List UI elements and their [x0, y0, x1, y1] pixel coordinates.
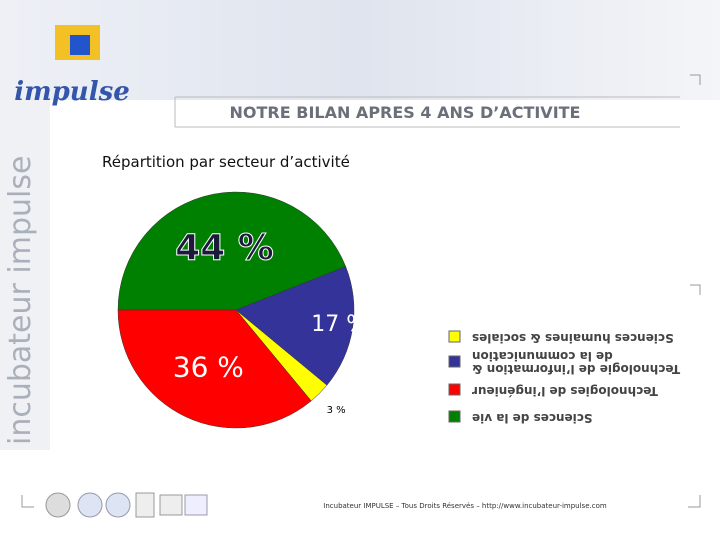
data-label: 36 %: [173, 351, 244, 384]
side-band: [0, 100, 50, 450]
partner-logo: [184, 494, 208, 516]
legend-label: Sciences humaines & sociales: [472, 330, 674, 345]
legend-swatch: [448, 330, 461, 343]
legend-label: Sciences de la vie: [472, 410, 593, 425]
slide-title: NOTRE BILAN APRES 4 ANS D’ACTIVITE: [230, 103, 581, 122]
data-label: 3 %: [327, 405, 346, 416]
chart-title: Répartition par secteur d’activité: [102, 153, 350, 171]
header-band: [0, 0, 720, 100]
pie-slice: [117, 191, 347, 311]
corner-mark: [21, 495, 34, 508]
data-label: 44 %: [175, 228, 274, 269]
partner-logo: [135, 492, 155, 518]
logo-shape: [70, 35, 90, 55]
legend-label: Technologie de l’information & de la com…: [472, 349, 681, 376]
pie-slice: [117, 309, 312, 429]
legend-swatch: [448, 355, 461, 368]
legend-label: Technologies de l’ingénieur: [472, 383, 658, 398]
corner-mark: [690, 74, 701, 85]
legend-swatch: [448, 383, 461, 396]
footer: Incubateur IMPULSE – Tous Droits Réservé…: [323, 502, 607, 510]
corner-mark: [690, 284, 701, 295]
partner-logo: [105, 492, 131, 518]
legend-swatch: [448, 410, 461, 423]
corner-mark: [688, 495, 701, 508]
logo-text: impulse: [14, 77, 130, 107]
pie-slice: [235, 266, 355, 386]
partner-logo: [77, 492, 103, 518]
partner-logo: [159, 494, 183, 516]
partner-logo: [45, 492, 71, 518]
data-label: 17 %: [311, 312, 367, 337]
side-text: incubateur impulse: [3, 156, 38, 445]
